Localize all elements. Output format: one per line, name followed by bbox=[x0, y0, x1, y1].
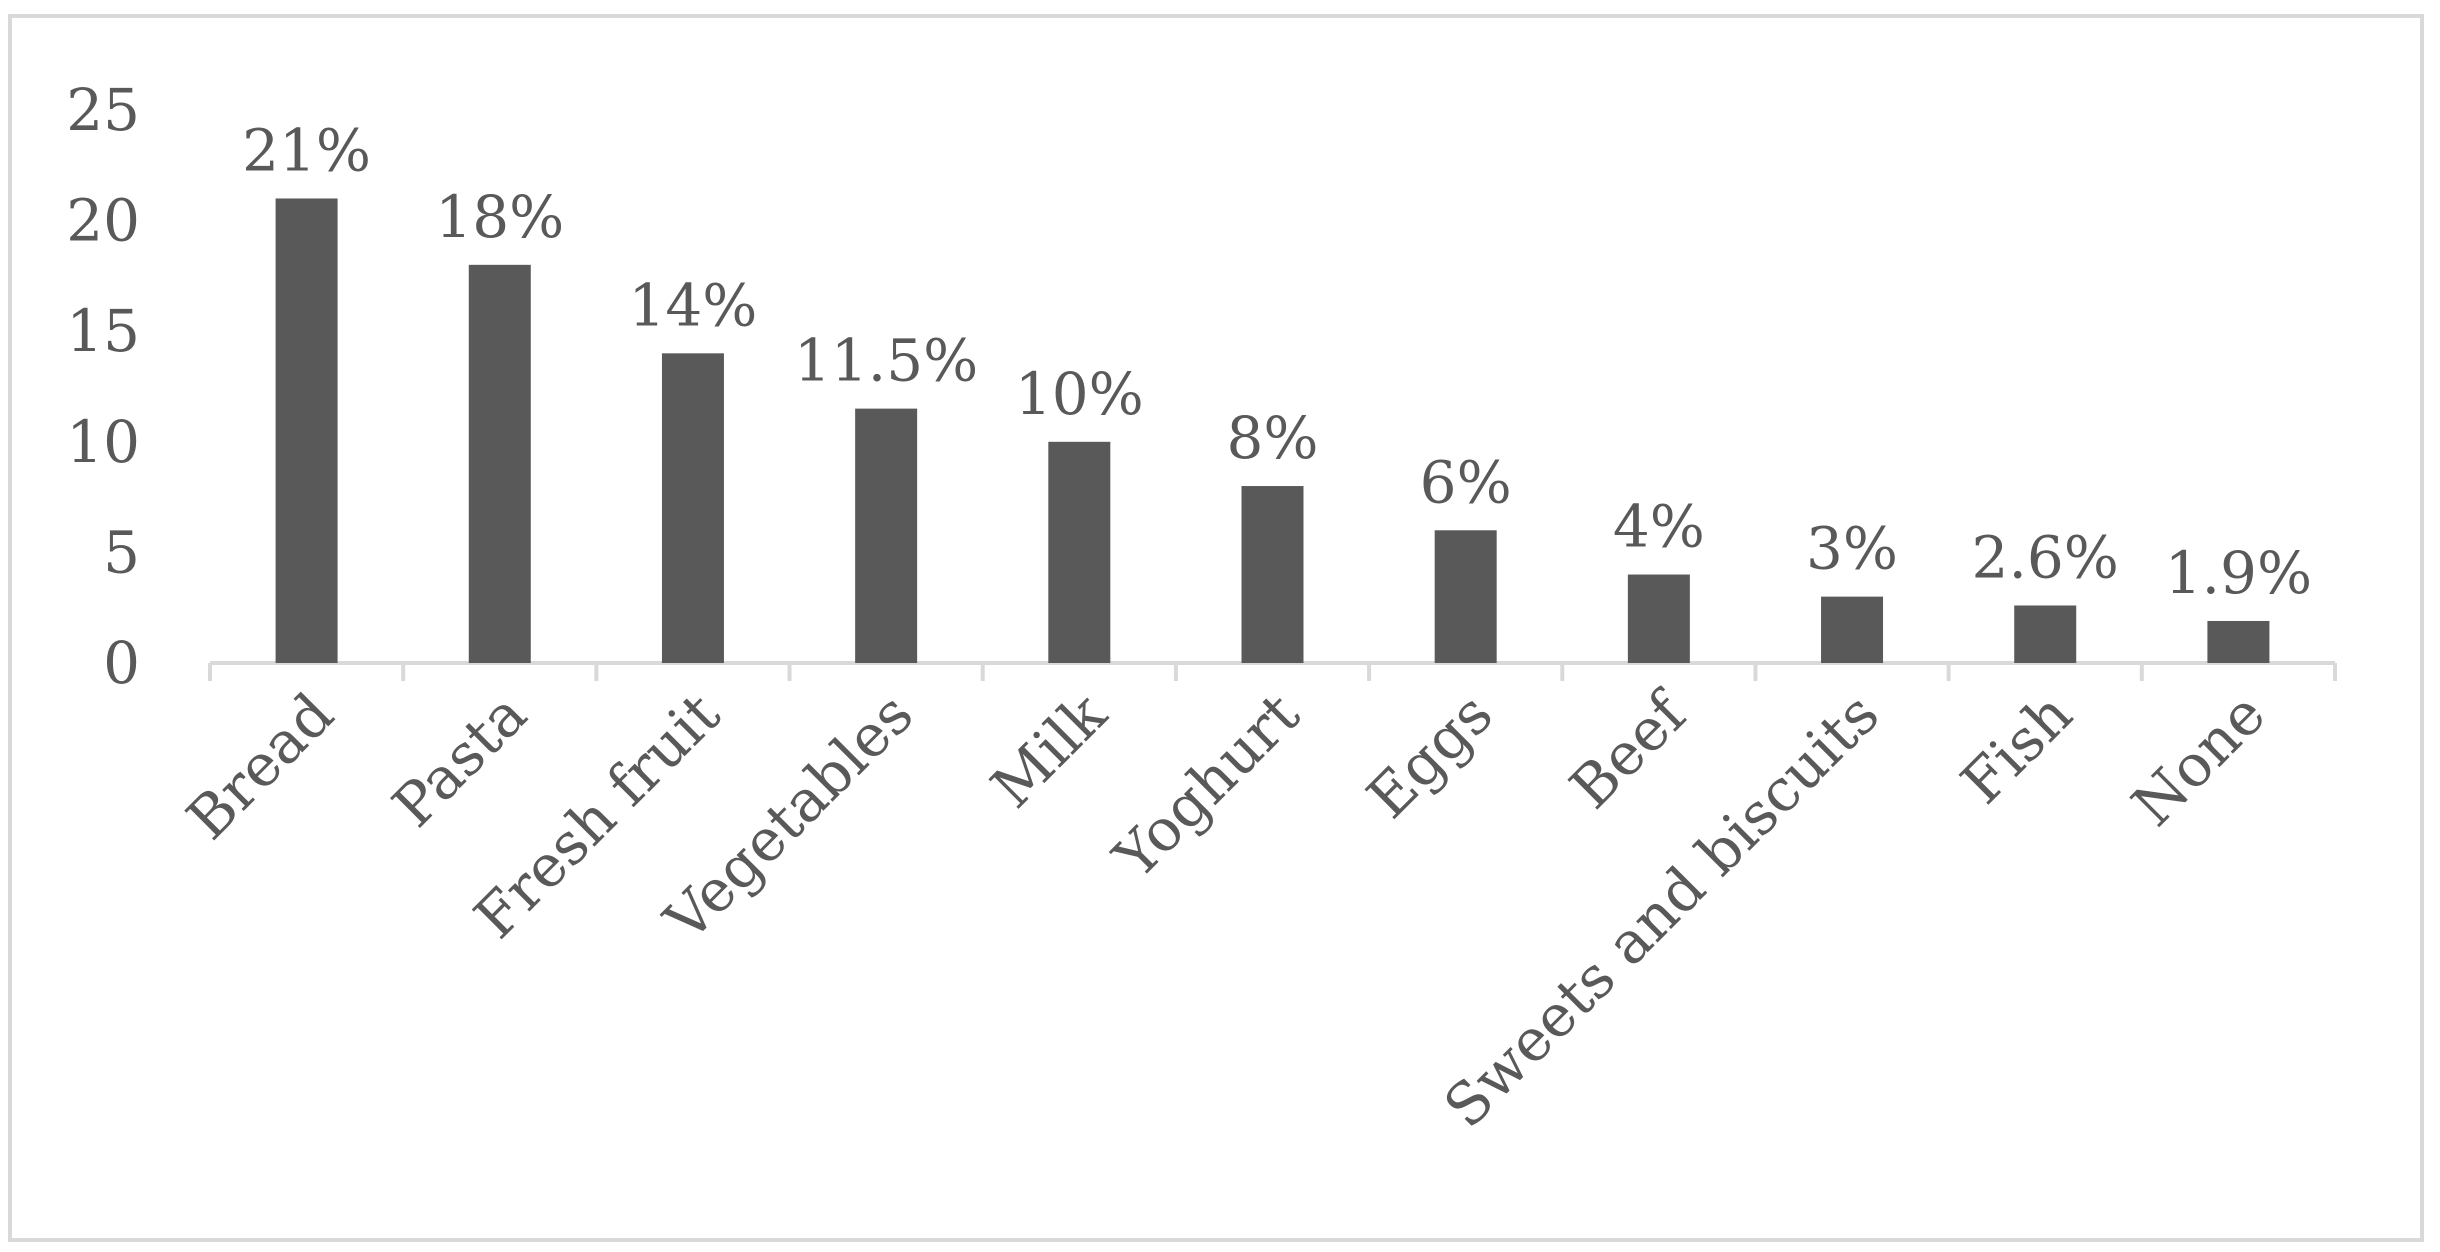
bar bbox=[2014, 605, 2077, 663]
data-label: 21% bbox=[242, 116, 371, 184]
category-label: Milk bbox=[978, 679, 1120, 821]
bar bbox=[855, 408, 918, 663]
data-label: 3% bbox=[1806, 515, 1898, 583]
category-label: Beef bbox=[1557, 677, 1701, 821]
y-tick-label: 15 bbox=[66, 297, 140, 365]
bar bbox=[1627, 574, 1690, 663]
category-label: Bread bbox=[174, 680, 347, 853]
bars bbox=[275, 198, 2270, 664]
bar bbox=[275, 198, 338, 664]
bar bbox=[1434, 530, 1497, 663]
data-label: 6% bbox=[1420, 448, 1512, 516]
bar bbox=[1241, 486, 1304, 663]
bar bbox=[468, 264, 531, 663]
bar bbox=[661, 353, 724, 663]
y-tick-label: 0 bbox=[103, 629, 140, 697]
data-label: 10% bbox=[1015, 360, 1144, 428]
data-label: 11.5% bbox=[794, 327, 978, 395]
category-label: Yoghurt bbox=[1100, 680, 1312, 892]
y-tick-label: 5 bbox=[103, 518, 140, 586]
category-label: Pasta bbox=[379, 680, 539, 840]
y-axis-ticks: 0 5 10 15 20 25 bbox=[66, 76, 140, 697]
bar bbox=[1048, 441, 1111, 663]
category-label: None bbox=[2119, 680, 2278, 839]
bar bbox=[2207, 620, 2270, 663]
category-label: Fish bbox=[1948, 680, 2085, 817]
y-tick-label: 20 bbox=[66, 187, 140, 255]
bar bbox=[1821, 596, 1884, 663]
y-tick-label: 10 bbox=[66, 408, 140, 476]
data-label: 4% bbox=[1613, 493, 1705, 561]
x-axis-tick-marks bbox=[208, 663, 2337, 681]
data-labels: 21% 18% 14% 11.5% 10% 8% 6% 4% 3% 2.6% 1.9% bbox=[242, 116, 2312, 606]
data-label: 8% bbox=[1226, 404, 1318, 472]
y-tick-label: 25 bbox=[66, 76, 140, 144]
data-label: 2.6% bbox=[1972, 523, 2119, 591]
data-label: 1.9% bbox=[2165, 539, 2312, 607]
data-label: 18% bbox=[435, 183, 564, 251]
data-label: 14% bbox=[628, 271, 757, 339]
category-label: Eggs bbox=[1354, 680, 1506, 832]
